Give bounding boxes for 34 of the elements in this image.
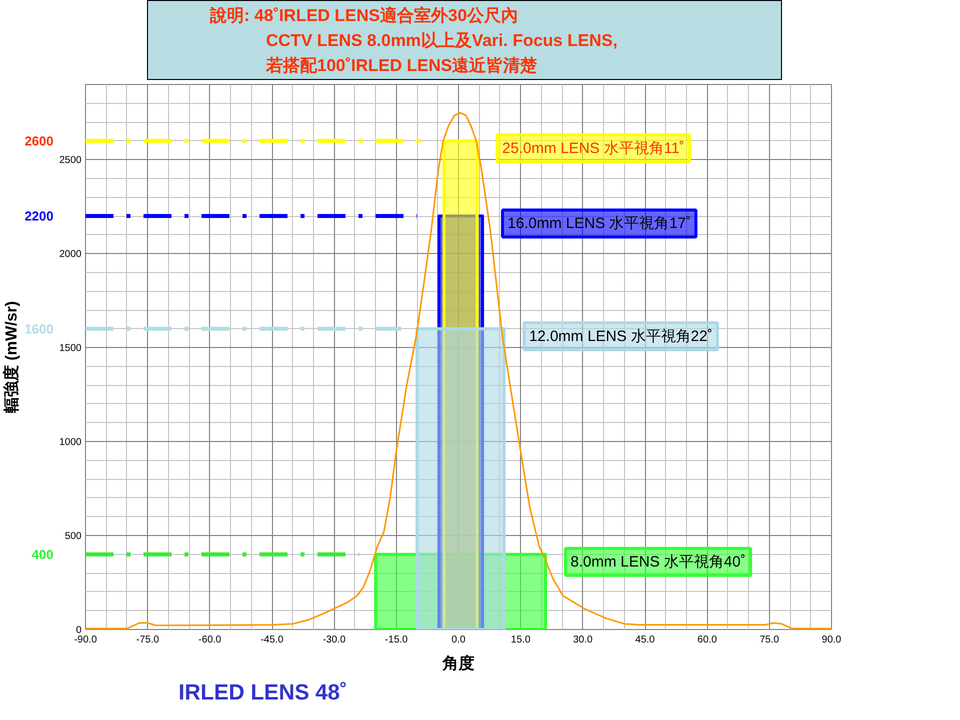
x-axis-title: 角度 xyxy=(442,654,474,672)
y-tick-label: 1500 xyxy=(59,343,82,354)
x-tick-label: 15.0 xyxy=(510,634,531,646)
x-tick-label: -30.0 xyxy=(322,634,346,646)
x-tick-label: -90.0 xyxy=(74,634,98,646)
x-tick-label: -75.0 xyxy=(136,634,160,646)
text: 若搭配100˚IRLED LENS遠近皆清楚 xyxy=(264,55,538,77)
line-series xyxy=(86,112,832,630)
text: IRLED LENS 48˚ xyxy=(178,680,348,704)
y-tick-label: 2000 xyxy=(59,249,82,260)
ref-line-label: 2200 xyxy=(24,208,54,224)
x-tick-label: 75.0 xyxy=(760,634,780,646)
x-tick-label: 0.0 xyxy=(452,634,466,646)
ref-line-label: 1600 xyxy=(24,321,54,336)
series-label: 16.0mm LENS 水平視角17˚ xyxy=(508,215,691,232)
x-tick-label: 60.0 xyxy=(697,634,718,646)
ref-line-label: 2600 xyxy=(24,133,54,148)
y-tick-label: 500 xyxy=(64,531,82,542)
ref-line-label: 400 xyxy=(32,546,54,562)
y-tick-label: 1000 xyxy=(59,437,82,448)
x-tick-label: -15.0 xyxy=(384,634,408,646)
x-tick-label: -45.0 xyxy=(260,634,284,646)
x-tick-label: -60.0 xyxy=(198,634,222,646)
y-tick-label: 0 xyxy=(76,625,82,636)
text: CCTV LENS 8.0mm以上及Vari. Focus LENS, xyxy=(265,30,618,52)
series-label: 12.0mm LENS 水平視角22˚ xyxy=(529,328,712,345)
x-tick-label: 90.0 xyxy=(822,634,842,646)
y-tick-label: 2500 xyxy=(59,155,82,166)
x-tick-label: 45.0 xyxy=(635,634,656,646)
series-label: 8.0mm LENS 水平視角40˚ xyxy=(570,553,746,570)
series-label: 25.0mm LENS 水平視角11˚ xyxy=(502,140,684,157)
text: 說明: 48˚IRLED LENS適合室外30公尺內 xyxy=(208,5,519,27)
x-tick-label: 30.0 xyxy=(573,634,594,646)
y-axis-title: 輻強度 (mW/sr) xyxy=(2,301,20,414)
